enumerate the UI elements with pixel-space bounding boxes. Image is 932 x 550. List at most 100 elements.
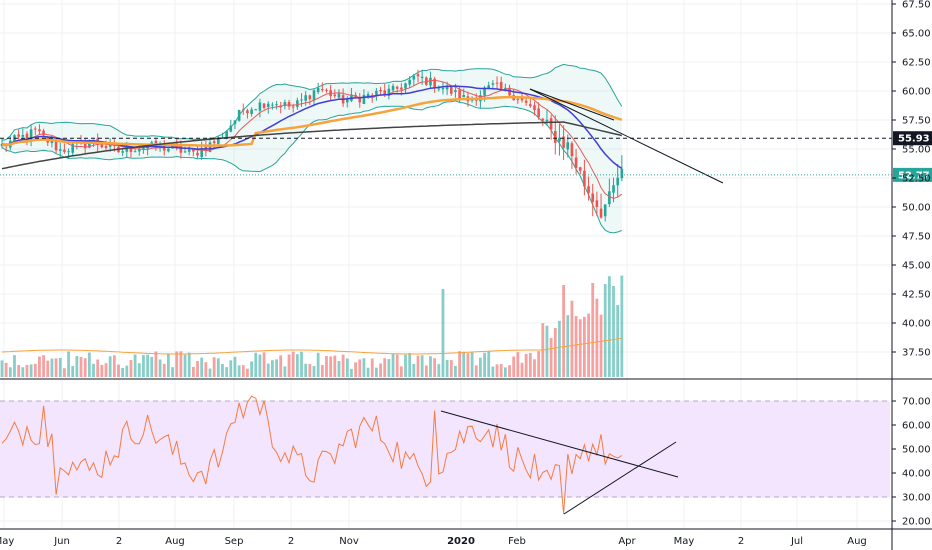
volume-bar — [491, 366, 495, 377]
volume-bar — [221, 364, 224, 377]
volume-bar — [121, 367, 125, 377]
candle-body — [541, 118, 545, 121]
volume-bar — [158, 359, 162, 377]
volume-bar — [520, 362, 524, 377]
volume-bar — [562, 285, 565, 377]
candle-body — [449, 85, 453, 94]
volume-bar — [175, 351, 179, 377]
volume-bar — [104, 363, 108, 377]
candle-body — [458, 89, 461, 99]
rsi-tick-label: 20.00 — [902, 517, 931, 528]
volume-ma-line — [1, 337, 622, 355]
volume-bar — [275, 359, 278, 377]
candle-body — [362, 94, 366, 104]
candle-body — [237, 109, 241, 121]
time-tick-label: 2 — [116, 536, 122, 547]
price-tick-label: 57.50 — [902, 116, 931, 127]
volume-bar — [225, 367, 229, 377]
candle-body — [258, 102, 262, 111]
candle-body — [612, 185, 615, 193]
candle-body — [566, 142, 570, 150]
candle-body — [167, 148, 170, 152]
rsi-line — [1, 395, 623, 514]
candle-body — [250, 109, 253, 114]
time-tick-label: Apr — [618, 536, 636, 547]
volume-bar — [167, 353, 170, 377]
time-tick-label: 2020 — [447, 536, 475, 547]
volume-bar — [341, 354, 345, 377]
volume-bar — [458, 351, 461, 377]
volume-bar — [412, 363, 416, 377]
candle-body — [104, 146, 108, 149]
volume-bar — [183, 354, 187, 377]
volume-bar — [462, 351, 466, 377]
time-tick-label: May — [674, 536, 695, 547]
volume-bar — [262, 352, 266, 377]
volume-bar — [29, 364, 33, 377]
candle-body — [454, 90, 457, 93]
volume-bar — [441, 289, 445, 377]
volume-bar — [337, 361, 341, 377]
volume-bar — [58, 357, 62, 377]
candle-body — [275, 104, 278, 106]
candle-body — [395, 86, 399, 89]
candle-body — [491, 83, 495, 85]
volume-bar — [200, 357, 204, 377]
volume-bar — [537, 351, 541, 377]
volume-bar — [366, 367, 370, 377]
ma-slow-line — [1, 95, 623, 147]
time-tick-label: Aug — [847, 536, 867, 547]
volume-bar — [466, 353, 470, 377]
candle-body — [587, 186, 590, 193]
candle-body — [300, 99, 303, 101]
candle-body — [88, 143, 91, 148]
volume-bar — [187, 352, 191, 377]
volume-bar — [558, 320, 561, 377]
candle-body — [291, 106, 295, 108]
volume-bar — [112, 355, 116, 377]
candle-body — [225, 130, 228, 139]
volume-bar — [25, 364, 29, 377]
time-tick-label: Sep — [225, 536, 244, 547]
volume-bar — [512, 356, 516, 377]
volume-bar — [362, 358, 366, 377]
candle-body — [404, 83, 407, 89]
candle-body — [67, 151, 70, 153]
candle-body — [429, 77, 432, 86]
volume-bar — [383, 358, 387, 377]
volume-bar — [345, 358, 349, 377]
volume-bar — [395, 354, 399, 377]
volume-bar — [71, 365, 75, 377]
volume-bar — [503, 367, 507, 377]
candle-body — [416, 74, 420, 77]
candle-body — [495, 82, 499, 84]
volume-bar — [420, 355, 424, 377]
time-tick-label: Jun — [53, 536, 70, 547]
trendlines[interactable] — [440, 88, 724, 515]
volume-bar — [171, 367, 174, 377]
rsi-tick-label: 70.00 — [902, 397, 931, 408]
volume-bar — [204, 362, 208, 377]
volume-bar — [399, 366, 403, 377]
price-tick-label: 37.50 — [902, 348, 931, 359]
volume-bar — [129, 360, 133, 377]
price-tick-label: 55.00 — [902, 145, 931, 156]
volume-bar — [616, 305, 620, 377]
rsi-indicator — [1, 395, 623, 514]
volume-bar — [4, 362, 8, 377]
volume-bar — [524, 353, 528, 377]
candle-body — [217, 137, 220, 144]
candle-body — [620, 168, 624, 179]
price-tick-label: 60.00 — [902, 87, 931, 98]
volume-bar — [229, 360, 233, 377]
candle-body — [241, 109, 245, 111]
volume-bar — [117, 364, 120, 377]
volume-bar — [620, 275, 624, 377]
volume-bar — [75, 356, 79, 377]
volume-bar — [17, 365, 21, 377]
price-tick-label: 42.50 — [902, 290, 931, 301]
time-tick-label: 2 — [288, 536, 294, 547]
candle-body — [603, 204, 607, 217]
candle-body — [25, 133, 29, 139]
